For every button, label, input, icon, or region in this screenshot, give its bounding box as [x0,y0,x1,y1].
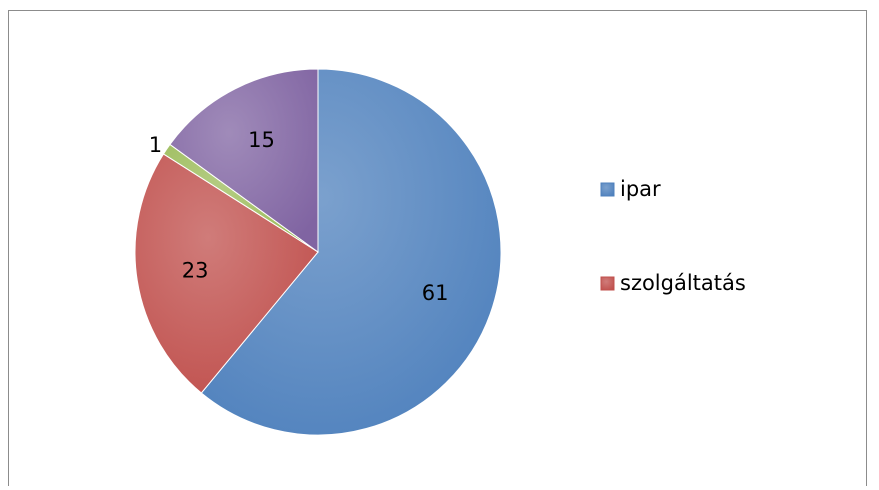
pie-slice [134,153,319,394]
data-label: 15 [248,128,275,152]
data-label: 61 [422,281,449,305]
legend-label: ipar [620,177,661,201]
pie-slice [200,68,502,436]
data-label: 1 [149,133,162,157]
data-label: 23 [182,258,209,282]
legend-swatch [600,276,615,291]
pie-slice [169,68,319,253]
legend-swatch [600,182,615,197]
legend-label: szolgáltatás [620,271,746,295]
